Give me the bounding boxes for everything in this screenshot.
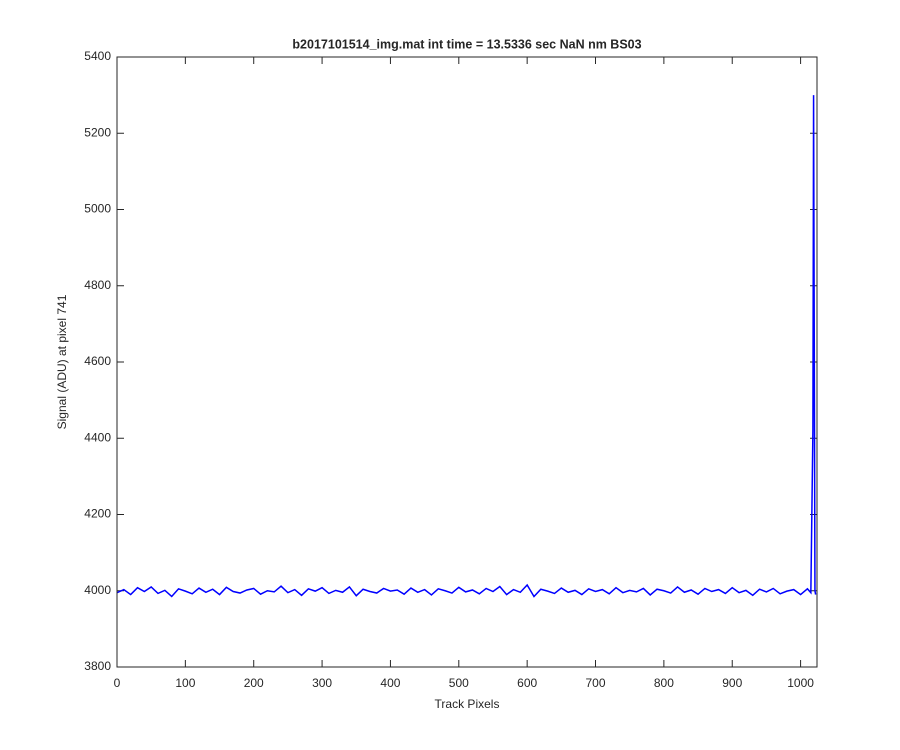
x-tick-label: 0 — [114, 676, 121, 690]
y-tick-label: 4600 — [84, 354, 111, 368]
x-tick-label: 200 — [244, 676, 264, 690]
x-tick-label: 700 — [586, 676, 606, 690]
y-tick-label: 4400 — [84, 430, 111, 444]
x-axis-label: Track Pixels — [435, 697, 500, 711]
x-tick-label: 400 — [380, 676, 400, 690]
y-tick-label: 3800 — [84, 659, 111, 673]
y-tick-label: 4200 — [84, 507, 111, 521]
y-tick-label: 5000 — [84, 202, 111, 216]
y-tick-label: 5200 — [84, 125, 111, 139]
x-tick-label: 100 — [175, 676, 195, 690]
y-tick-label: 4000 — [84, 583, 111, 597]
x-tick-label: 900 — [722, 676, 742, 690]
x-tick-label: 500 — [449, 676, 469, 690]
x-tick-label: 1000 — [787, 676, 814, 690]
y-tick-label: 5400 — [84, 49, 111, 63]
chart-title: b2017101514_img.mat int time = 13.5336 s… — [292, 37, 641, 51]
y-axis-label: Signal (ADU) at pixel 741 — [55, 294, 69, 429]
plot-frame — [116, 56, 818, 668]
data-line — [116, 95, 817, 598]
x-tick-label: 800 — [654, 676, 674, 690]
y-tick-label: 4800 — [84, 278, 111, 292]
x-tick-label: 300 — [312, 676, 332, 690]
x-tick-label: 600 — [517, 676, 537, 690]
